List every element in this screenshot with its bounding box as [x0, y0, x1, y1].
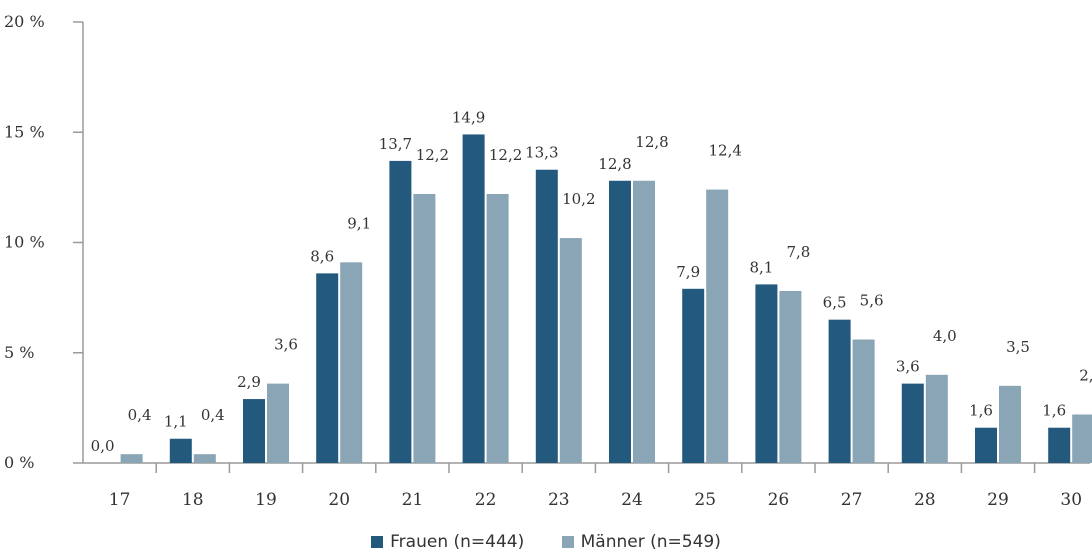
data-label-frauen: 0,0 — [91, 437, 115, 455]
legend-item-frauen: Frauen (n=444) — [371, 532, 524, 552]
bar-frauen — [389, 160, 412, 464]
data-label-frauen: 14,9 — [452, 108, 485, 126]
x-tick-label: 25 — [694, 490, 716, 510]
x-tick-label: 19 — [255, 490, 277, 510]
data-label-maenner: 7,8 — [786, 243, 810, 261]
data-label-maenner: 2,2 — [1079, 366, 1092, 384]
legend-item-maenner: Männer (n=549) — [561, 532, 721, 552]
bar-frauen — [901, 383, 924, 463]
data-label-frauen: 8,1 — [749, 258, 773, 276]
bar-maenner — [486, 193, 509, 464]
data-label-frauen: 1,6 — [1042, 402, 1066, 420]
legend-label-frauen: Frauen (n=444) — [390, 532, 525, 552]
legend-swatch-frauen — [371, 536, 384, 548]
bar-maenner — [633, 180, 655, 463]
bar-frauen — [316, 273, 339, 463]
y-tick-label: 0 % — [4, 453, 34, 472]
chart-legend: Frauen (n=444) Männer (n=549) — [0, 532, 1092, 553]
data-label-frauen: 13,7 — [379, 135, 412, 153]
bar-maenner — [267, 383, 289, 463]
bar-frauen — [828, 319, 851, 463]
bar-maenner — [925, 374, 948, 463]
bar-frauen — [1048, 427, 1071, 463]
data-label-maenner: 12,4 — [708, 142, 741, 160]
data-label-frauen: 1,1 — [164, 413, 188, 431]
x-tick-label: 21 — [402, 490, 424, 510]
data-label-maenner: 3,6 — [274, 336, 298, 354]
bar-frauen — [535, 169, 558, 464]
data-label-frauen: 6,5 — [823, 294, 847, 312]
y-tick-label: 20 % — [4, 12, 45, 31]
data-label-frauen: 13,3 — [525, 144, 558, 162]
data-label-maenner: 10,2 — [562, 190, 595, 208]
data-label-frauen: 1,6 — [969, 402, 993, 420]
data-label-maenner: 3,5 — [1006, 338, 1030, 356]
bar-maenner — [413, 193, 436, 464]
data-label-maenner: 5,6 — [860, 292, 884, 310]
y-tick-label: 15 % — [4, 122, 45, 141]
data-label-maenner: 12,2 — [416, 146, 449, 164]
x-tick-label: 24 — [621, 490, 643, 510]
x-tick-label: 17 — [109, 490, 131, 510]
bar-frauen — [243, 399, 265, 463]
data-label-maenner: 4,0 — [933, 327, 957, 345]
data-label-maenner: 12,2 — [489, 146, 522, 164]
bar-maenner — [340, 262, 363, 463]
y-tick-label: 5 % — [4, 343, 34, 362]
bar-maenner — [559, 238, 582, 463]
x-tick-label: 30 — [1060, 490, 1082, 510]
bar-frauen — [169, 438, 192, 463]
x-tick-label: 22 — [475, 490, 497, 510]
bar-maenner — [120, 454, 143, 463]
bar-maenner — [706, 189, 729, 463]
data-label-maenner: 0,4 — [201, 406, 225, 424]
data-label-maenner: 0,4 — [128, 406, 152, 424]
x-tick-label: 29 — [987, 490, 1009, 510]
data-label-maenner: 9,1 — [347, 214, 371, 232]
data-label-frauen: 12,8 — [598, 155, 631, 173]
data-label-frauen: 8,6 — [310, 247, 334, 265]
y-tick-label: 10 % — [4, 233, 45, 252]
bar-maenner — [193, 454, 216, 463]
x-tick-label: 23 — [548, 490, 570, 510]
data-label-frauen: 2,9 — [237, 373, 261, 391]
bar-frauen — [682, 288, 705, 463]
x-tick-label: 20 — [328, 490, 350, 510]
bar-maenner — [1072, 414, 1092, 463]
bar-frauen — [609, 180, 631, 463]
x-tick-label: 26 — [768, 490, 790, 510]
data-label-maenner: 12,8 — [635, 133, 668, 151]
bar-maenner — [999, 385, 1021, 463]
bar-frauen — [462, 134, 485, 463]
x-tick-label: 18 — [182, 490, 204, 510]
legend-label-maenner: Männer (n=549) — [580, 532, 721, 552]
data-label-frauen: 3,6 — [896, 358, 920, 376]
bar-maenner — [852, 339, 875, 463]
x-tick-label: 27 — [841, 490, 863, 510]
bar-frauen — [755, 284, 778, 463]
bar-chart: 0 % 5 % 10 % 15 % 20 % 17 0,0 0,4 18 1,1 0,4 19 2,9 3… — [4, 12, 1092, 510]
bar-maenner — [779, 291, 802, 463]
x-tick-label: 28 — [914, 490, 936, 510]
data-label-frauen: 7,9 — [676, 263, 700, 281]
legend-swatch-maenner — [561, 536, 574, 548]
bar-frauen — [975, 427, 997, 463]
